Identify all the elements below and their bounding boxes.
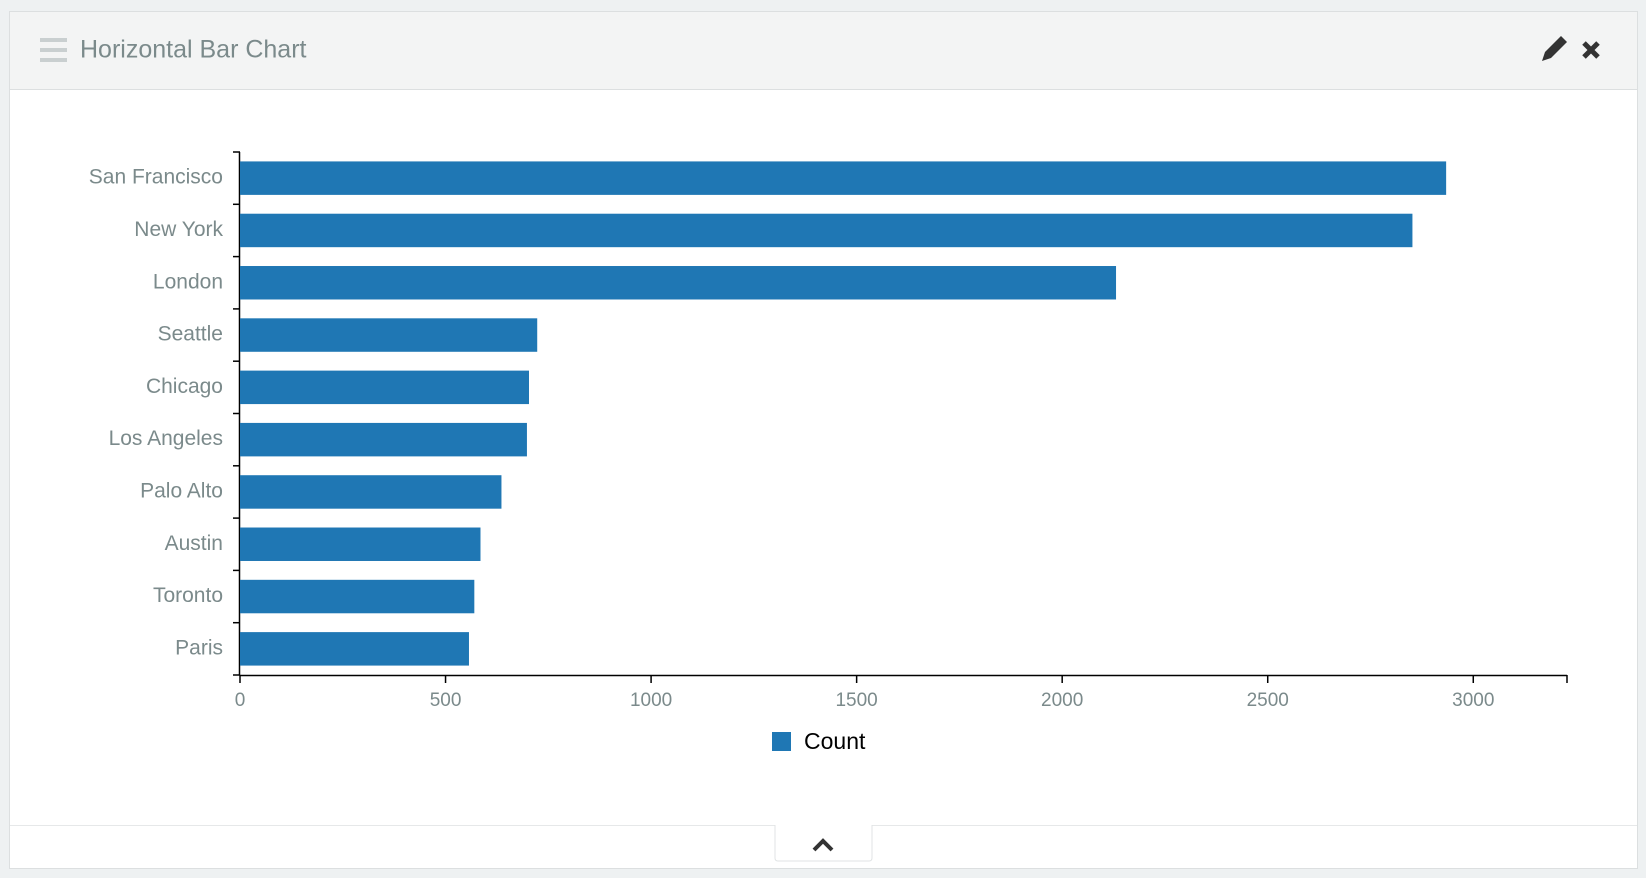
bar	[240, 161, 1447, 195]
bar	[240, 370, 529, 405]
x-tick-label: 1500	[835, 690, 877, 711]
y-tick-label: Austin	[165, 532, 223, 555]
x-tick-label: 2000	[1041, 690, 1083, 711]
bar	[240, 318, 538, 352]
drag-handle[interactable]	[40, 38, 67, 62]
y-tick-label: Toronto	[153, 584, 223, 607]
close-icon	[1582, 41, 1600, 59]
bar	[240, 213, 1413, 248]
handle-bar	[40, 58, 67, 62]
panel-header	[10, 12, 1637, 89]
y-tick-label: London	[153, 270, 223, 293]
x-tick-label: 500	[430, 690, 462, 711]
y-tick-label: Paris	[175, 636, 223, 659]
x-tick-label: 2500	[1247, 690, 1289, 711]
y-tick-label: Chicago	[146, 375, 223, 398]
edit-button[interactable]	[1542, 36, 1567, 61]
bar	[240, 475, 502, 509]
handle-bar	[40, 48, 67, 52]
close-button[interactable]	[1582, 41, 1600, 59]
y-tick-label: San Francisco	[89, 166, 223, 189]
bar	[240, 527, 481, 561]
bar	[240, 632, 469, 666]
bar	[240, 422, 527, 457]
plot: 0 500 1000 1500 2000 2500 3000 San Francisco New…	[89, 151, 1568, 754]
bar	[240, 266, 1117, 300]
chart-title: Horizontal Bar Chart	[80, 36, 307, 64]
bar	[240, 579, 475, 614]
x-tick-label: 0	[235, 690, 246, 711]
chevron-icon	[812, 838, 834, 852]
x-tick-label: 3000	[1452, 690, 1494, 711]
y-tick-label: Palo Alto	[140, 479, 223, 502]
legend-swatch	[772, 732, 791, 751]
y-tick-label: New York	[134, 218, 223, 241]
y-tick-label: Los Angeles	[109, 427, 223, 450]
x-tick-label: 1000	[630, 690, 672, 711]
y-tick-label: Seattle	[158, 323, 223, 346]
legend-label: Count	[804, 728, 866, 754]
handle-bar	[40, 38, 67, 42]
pencil-icon	[1542, 36, 1567, 61]
